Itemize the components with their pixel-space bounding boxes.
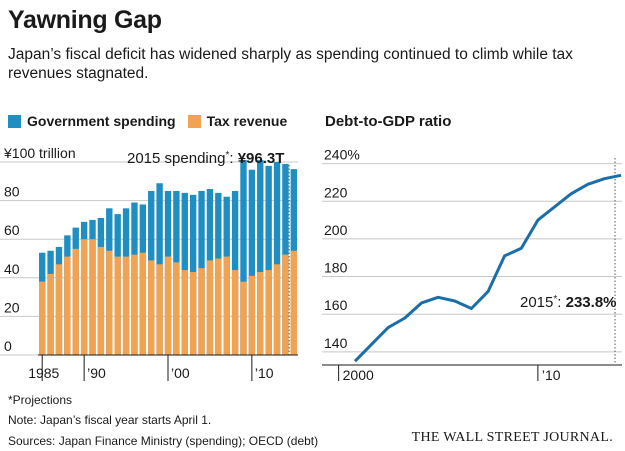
publisher-logo: THE WALL STREET JOURNAL. (411, 430, 613, 445)
tax-bar (148, 260, 155, 355)
left-y-tick-label: 40 (4, 261, 20, 277)
debt-annotation-sep: : (557, 294, 565, 311)
legend-swatch-spending (8, 114, 21, 128)
tax-bar (198, 268, 205, 355)
tax-bar (39, 281, 46, 355)
tax-bar (223, 256, 230, 355)
tax-bar (139, 252, 147, 355)
chart-title: Yawning Gap (8, 6, 162, 34)
legend-label-spending: Government spending (27, 113, 176, 129)
tax-bar (189, 272, 197, 355)
left-x-tick-label: ’10 (255, 365, 274, 381)
tax-bar (131, 254, 138, 355)
spending-annotation-prefix: 2015 spending (127, 150, 225, 167)
footnote-sources: Sources: Japan Finance Ministry (spendin… (8, 434, 319, 448)
tax-bar (282, 254, 289, 355)
tax-bar (290, 250, 297, 355)
debt-annotation-value: 233.8% (566, 294, 617, 311)
tax-bar (97, 246, 105, 355)
tax-bar (231, 270, 239, 355)
spending-annotation-mark: * (225, 150, 229, 161)
right-x-tick-label: ’10 (542, 367, 561, 383)
debt-annotation: 2015*: 233.8% (520, 294, 617, 311)
footnote-projections: *Projections (8, 393, 73, 407)
spending-bar (248, 169, 256, 355)
spending-bar (265, 165, 272, 355)
left-y-tick-label: 60 (4, 222, 20, 238)
left-y-tick-label: ¥100 trillion (3, 145, 76, 161)
legend-item-tax: Tax revenue (187, 113, 288, 129)
tax-bar (122, 256, 130, 355)
right-y-tick-label: 140 (324, 335, 348, 351)
tax-bar (89, 239, 96, 355)
tax-bar (106, 250, 113, 355)
tax-bar (55, 264, 63, 355)
tax-bar (173, 262, 180, 355)
debt-annotation-mark: * (553, 294, 557, 305)
legend: Government spending Tax revenue (8, 113, 299, 129)
right-y-tick-label: 180 (324, 260, 348, 276)
left-y-tick-label: 20 (4, 299, 20, 315)
tax-bar (72, 248, 79, 355)
chart-subtitle: Japan’s fiscal deficit has widened sharp… (8, 46, 573, 82)
debt-ratio-line (353, 173, 622, 363)
tax-bar (114, 256, 121, 355)
legend-label-tax: Tax revenue (206, 113, 288, 129)
tax-bar (206, 260, 214, 355)
legend-item-spending: Government spending (8, 113, 176, 129)
tax-bar (64, 256, 71, 355)
left-x-tick-label: 1985 (28, 365, 59, 381)
debt-annotation-prefix: 2015 (520, 294, 553, 311)
tax-bar (47, 273, 54, 355)
footnote-fiscal-year: Note: Japan’s fiscal year starts April 1… (8, 413, 212, 427)
tax-bar (215, 258, 222, 355)
right-y-tick-label: 160 (324, 297, 348, 313)
tax-bar (181, 270, 188, 355)
left-x-tick-label: ’90 (87, 365, 106, 381)
spending-bar (240, 160, 247, 355)
spending-annotation-value: ¥96.3T (238, 150, 285, 167)
debt-chart-title: Debt-to-GDP ratio (325, 113, 452, 130)
tax-bar (257, 272, 264, 355)
spending-bar (257, 160, 264, 355)
debt-to-gdp-chart: 240% 220 200 180 160 140 2000 ’10 2015*: 233.8… (322, 147, 622, 383)
right-y-tick-label: 240% (324, 147, 360, 163)
right-y-tick-label: 220 (324, 184, 348, 200)
spending-annotation-sep: : (229, 150, 237, 167)
tax-bar (240, 281, 247, 355)
tax-bar (265, 270, 272, 355)
left-x-tick-label: ’00 (171, 365, 190, 381)
left-y-tick-label: 80 (4, 184, 20, 200)
left-y-tick-label: 0 (4, 338, 12, 354)
right-y-tick-label: 200 (324, 222, 348, 238)
spending-tax-chart: ¥100 trillion 80 60 40 20 0 1985 ’90 ’00 ’10 201… (0, 145, 298, 381)
tax-bar (80, 239, 88, 355)
tax-bar (156, 264, 163, 355)
spending-bar (273, 162, 281, 355)
legend-swatch-tax (187, 114, 201, 128)
spending-annotation: 2015 spending*: ¥96.3T (127, 150, 284, 167)
tax-bar (164, 256, 172, 355)
right-x-tick-label: 2000 (343, 367, 374, 383)
tax-bar (273, 264, 281, 355)
tax-bar (248, 275, 256, 355)
